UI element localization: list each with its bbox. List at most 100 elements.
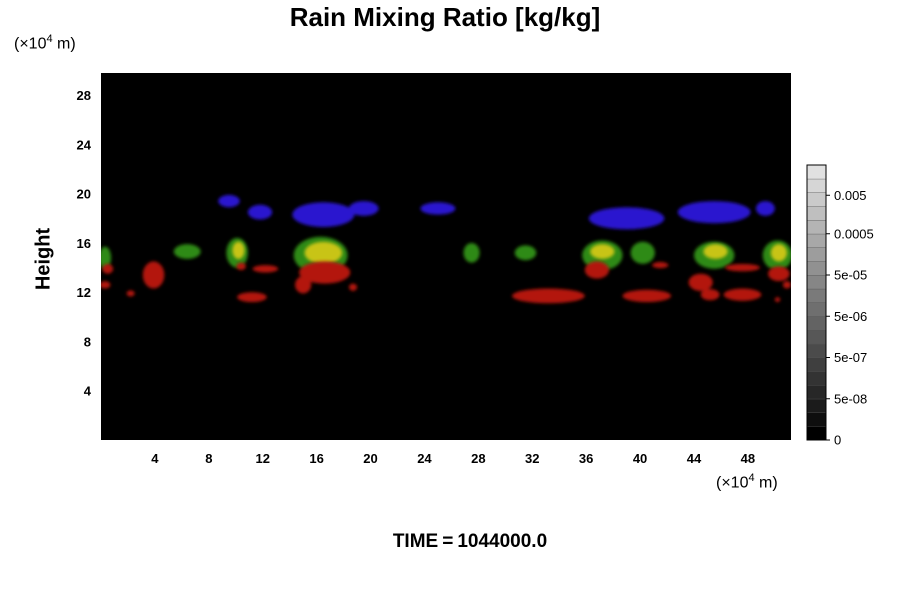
colorbar-swatch xyxy=(806,219,827,235)
colorbar-swatch xyxy=(806,426,827,441)
field-blob xyxy=(236,262,246,271)
field-blob xyxy=(755,201,775,216)
x-tick-label: 4 xyxy=(151,451,159,466)
field-blob xyxy=(700,289,720,301)
field-blob xyxy=(102,263,114,274)
field-blob xyxy=(232,241,245,259)
field-blob xyxy=(512,288,585,304)
x-tick-label: 32 xyxy=(525,451,539,466)
plot-area xyxy=(101,73,791,440)
field-blob xyxy=(688,273,713,291)
field-blob xyxy=(142,261,165,289)
time-label: TIME = 1044000.0 xyxy=(0,531,900,553)
y-axis-unit: (×104 m) xyxy=(14,33,76,53)
colorbar-swatch xyxy=(806,302,827,317)
chart-title: Rain Mixing Ratio [kg/kg] xyxy=(289,2,601,32)
colorbar-label: 5e-06 xyxy=(834,309,867,324)
field-blob xyxy=(237,292,267,303)
colorbar-swatch xyxy=(806,371,827,386)
field-blob xyxy=(420,202,456,215)
field-blob xyxy=(677,201,751,224)
colorbar-swatch xyxy=(806,343,827,359)
y-tick-label: 20 xyxy=(77,187,91,202)
colorbar-label: 5e-08 xyxy=(834,391,867,406)
field-blob xyxy=(770,244,787,262)
colorbar-swatch xyxy=(806,274,827,290)
field-blob xyxy=(299,261,351,284)
colorbar-label: 0.0005 xyxy=(834,226,874,241)
y-tick-labels: 4 8 12 16 20 24 28 xyxy=(77,88,92,399)
field-blob xyxy=(173,244,201,259)
field-blob xyxy=(622,289,672,303)
field-blob xyxy=(126,290,135,297)
colorbar-frame xyxy=(806,164,827,441)
y-tick-label: 28 xyxy=(77,88,91,103)
heatmap-field xyxy=(101,194,791,304)
field-blob xyxy=(584,261,610,279)
x-tick-label: 8 xyxy=(205,451,212,466)
field-blob xyxy=(463,242,480,263)
field-blob xyxy=(703,244,728,259)
field-blob xyxy=(295,276,312,294)
field-blob xyxy=(588,207,665,230)
time-value: 1044000.0 xyxy=(457,531,548,552)
time-label-eq: = xyxy=(442,531,454,552)
x-tick-label: 28 xyxy=(471,451,485,466)
field-layer-0 xyxy=(218,194,775,230)
colorbar-swatch xyxy=(806,316,827,331)
colorbar-label: 0 xyxy=(834,433,841,448)
x-tick-label: 40 xyxy=(633,451,647,466)
y-tick-label: 12 xyxy=(77,285,91,300)
colorbar-label: 0.005 xyxy=(834,188,867,203)
colorbar-swatch xyxy=(806,384,827,400)
x-axis-unit: (×104 m) xyxy=(716,472,778,492)
colorbar: 0 5e-08 5e-07 5e-06 5e-05 0.0005 0.005 xyxy=(806,164,874,448)
colorbar-swatch xyxy=(806,288,827,304)
time-label-name: TIME xyxy=(392,531,439,552)
colorbar-swatch xyxy=(806,206,827,221)
x-tick-label: 36 xyxy=(579,451,593,466)
colorbar-swatch xyxy=(806,261,827,276)
colorbar-swatch xyxy=(806,329,827,345)
colorbar-swatch xyxy=(806,164,827,180)
field-blob xyxy=(768,266,790,282)
field-blob xyxy=(101,246,112,269)
y-tick-label: 16 xyxy=(77,236,91,251)
field-blob xyxy=(724,263,761,272)
colorbar-label: 5e-05 xyxy=(834,268,867,283)
field-blob xyxy=(292,202,355,227)
colorbar-swatch xyxy=(806,412,827,427)
x-tick-label: 12 xyxy=(255,451,269,466)
field-blob xyxy=(630,241,655,264)
field-blob xyxy=(252,265,279,273)
colorbar-swatch xyxy=(806,247,827,262)
field-blob xyxy=(218,194,240,208)
x-tick-label: 48 xyxy=(741,451,755,466)
y-tick-label: 4 xyxy=(84,384,92,399)
field-layer-2 xyxy=(232,241,787,264)
y-tick-label: 8 xyxy=(84,334,91,349)
field-blob xyxy=(514,245,537,261)
field-blob xyxy=(247,204,273,220)
field-blob xyxy=(101,281,111,289)
colorbar-swatch xyxy=(806,233,827,249)
field-blob xyxy=(348,283,358,291)
y-tick-label: 24 xyxy=(77,137,92,152)
colorbar-swatch xyxy=(806,178,827,194)
colorbar-swatch xyxy=(806,192,827,207)
colorbar-swatch xyxy=(806,357,827,372)
x-tick-label: 16 xyxy=(309,451,323,466)
field-blob xyxy=(723,288,762,301)
field-layer-3 xyxy=(101,261,791,304)
colorbar-swatch xyxy=(806,398,827,414)
field-blob xyxy=(652,262,669,269)
x-tick-label: 24 xyxy=(417,451,432,466)
field-blob xyxy=(782,281,791,289)
colorbar-label: 5e-07 xyxy=(834,350,867,365)
x-tick-label: 20 xyxy=(363,451,377,466)
x-tick-label: 44 xyxy=(687,451,702,466)
x-tick-labels: 4 8 12 16 20 24 28 32 36 40 44 48 xyxy=(151,451,755,466)
field-blob xyxy=(348,201,379,216)
field-blob xyxy=(590,244,615,259)
